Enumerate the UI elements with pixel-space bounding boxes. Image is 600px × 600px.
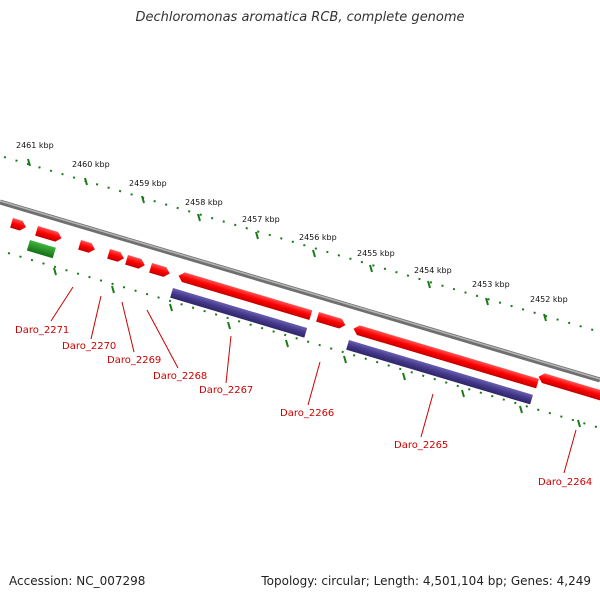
gene-label[interactable]: Daro_2271 xyxy=(15,325,69,336)
gene-arrow-forward[interactable] xyxy=(10,218,27,232)
kbp-label: 2461 kbp xyxy=(16,141,54,150)
inner-ruler xyxy=(7,252,600,429)
genome-summary-text: Topology: circular; Length: 4,501,104 bp… xyxy=(261,574,591,588)
map-title: Dechloromonas aromatica RCB, complete ge… xyxy=(135,10,465,25)
gene-label[interactable]: Daro_2269 xyxy=(107,355,161,366)
forward-strand-genes xyxy=(10,218,600,402)
gene-leader-lines xyxy=(50,286,577,474)
gene-arrow-forward[interactable] xyxy=(316,312,347,330)
gene-arrow-forward[interactable] xyxy=(78,240,96,254)
gene-label[interactable]: Daro_2264 xyxy=(538,477,592,488)
accession-text: Accession: NC_007298 xyxy=(9,574,146,588)
gene-labels: Daro_2271 Daro_2270 Daro_2269 Daro_2268 … xyxy=(15,325,592,488)
genome-backbone xyxy=(0,199,600,383)
kbp-label: 2455 kbp xyxy=(357,249,395,258)
outer-ruler xyxy=(3,156,600,333)
gene-label[interactable]: Daro_2268 xyxy=(153,371,207,382)
kbp-label: 2459 kbp xyxy=(129,179,167,188)
kbp-label: 2458 kbp xyxy=(185,198,223,207)
rna-gene[interactable] xyxy=(26,240,56,259)
gene-label[interactable]: Daro_2270 xyxy=(62,341,116,352)
gene-arrow-forward[interactable] xyxy=(107,249,125,263)
gene-arrow-forward[interactable] xyxy=(125,255,146,270)
gene-label[interactable]: Daro_2266 xyxy=(280,408,334,419)
kbp-label: 2457 kbp xyxy=(242,215,280,224)
kbp-labels: 2461 kbp 2460 kbp 2459 kbp 2458 kbp 2457… xyxy=(16,141,568,304)
kbp-label: 2453 kbp xyxy=(472,280,510,289)
gene-arrow-forward[interactable] xyxy=(537,372,600,402)
kbp-label: 2456 kbp xyxy=(299,233,337,242)
kbp-label: 2454 kbp xyxy=(414,266,452,275)
gene-arrow-forward[interactable] xyxy=(177,271,313,321)
gene-arrow-forward[interactable] xyxy=(149,263,171,278)
gene-arrow-forward[interactable] xyxy=(352,324,539,389)
gene-arrow-forward[interactable] xyxy=(35,226,63,243)
kbp-label: 2460 kbp xyxy=(72,160,110,169)
cds-bar[interactable] xyxy=(170,288,308,338)
cds-features xyxy=(170,288,533,405)
kbp-label: 2452 kbp xyxy=(530,295,568,304)
cds-bar[interactable] xyxy=(346,340,533,405)
gene-label[interactable]: Daro_2267 xyxy=(199,385,253,396)
gene-label[interactable]: Daro_2265 xyxy=(394,440,448,451)
